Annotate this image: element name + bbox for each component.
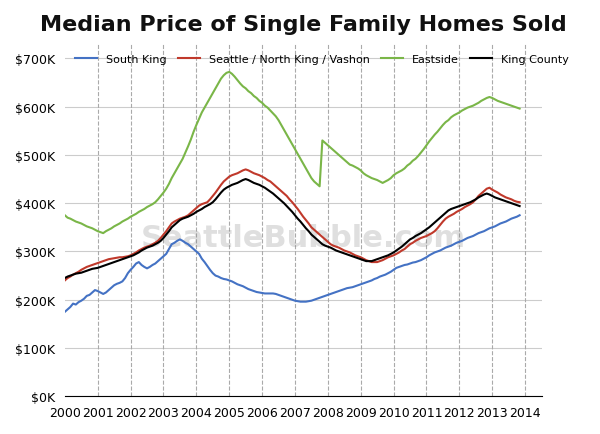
Seattle / North King / Vashon [516,200,523,205]
Title: Median Price of Single Family Homes Sold: Median Price of Single Family Homes Sold [40,15,566,35]
King County [297,220,304,225]
Seattle / North King / Vashon [362,258,370,263]
Eastside [100,231,107,236]
Line: South King: South King [65,216,520,312]
Line: Eastside: Eastside [65,73,520,233]
Legend: South King, Seattle / North King / Vashon, Eastside, King County: South King, Seattle / North King / Vasho… [70,50,574,69]
King County [124,255,131,260]
Seattle / North King / Vashon [124,254,131,259]
South King [124,271,131,276]
Seattle / North King / Vashon [122,255,129,260]
Eastside [299,161,307,167]
King County [362,259,370,264]
King County [292,213,299,218]
King County [516,204,523,209]
King County [61,276,68,281]
South King [516,213,523,218]
Seattle / North King / Vashon [292,204,299,209]
South King [360,281,367,286]
Seattle / North King / Vashon [61,278,68,283]
Eastside [127,214,134,220]
Text: SeattleBubble.com: SeattleBubble.com [140,224,466,253]
Eastside [516,107,523,112]
South King [294,299,301,304]
King County [242,177,249,182]
South King [122,276,129,281]
Eastside [229,72,236,77]
Seattle / North King / Vashon [242,168,249,173]
Eastside [226,70,233,76]
King County [223,186,230,191]
Line: King County: King County [65,180,520,278]
South King [61,309,68,315]
Seattle / North King / Vashon [297,211,304,216]
Line: Seattle / North King / Vashon: Seattle / North King / Vashon [65,170,520,281]
South King [223,277,230,283]
Eastside [124,217,131,222]
South King [289,297,296,302]
Eastside [365,174,373,180]
Eastside [294,152,301,157]
King County [122,256,129,261]
Eastside [61,213,68,218]
Seattle / North King / Vashon [223,177,230,182]
